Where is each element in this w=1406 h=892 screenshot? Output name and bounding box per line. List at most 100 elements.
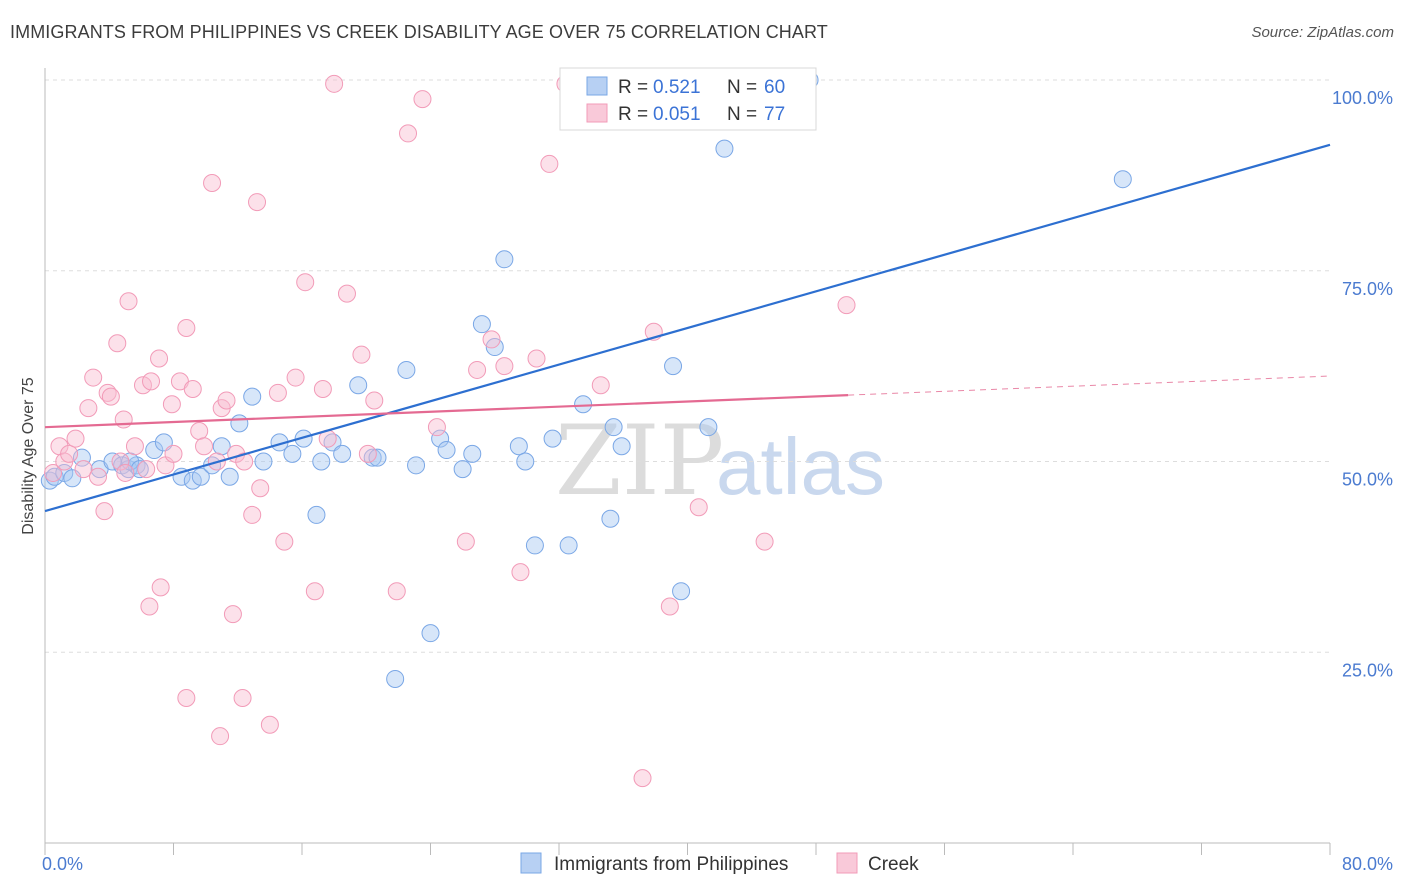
legend-n-value-1: 60: [764, 77, 785, 98]
point-creek: [260, 715, 279, 734]
point-creek: [495, 357, 514, 376]
point-creek: [190, 421, 209, 440]
y-axis-label: Disability Age Over 75: [20, 377, 37, 535]
point-creek: [74, 460, 93, 479]
point-philippines: [230, 414, 249, 433]
point-creek: [305, 582, 324, 601]
point-creek: [125, 437, 144, 456]
point-philippines: [453, 460, 472, 479]
point-creek: [114, 410, 133, 429]
watermark-atlas: atlas: [716, 422, 885, 511]
bottom-legend-swatch-creek: [836, 852, 858, 874]
point-creek: [111, 452, 130, 471]
point-creek: [44, 463, 63, 482]
point-philippines: [574, 395, 593, 414]
point-philippines: [715, 139, 734, 158]
point-creek: [313, 380, 332, 399]
grid-lines: [45, 79, 1330, 653]
bottom-legend-swatch-philippines: [520, 852, 542, 874]
point-creek: [325, 74, 344, 93]
point-creek: [140, 597, 159, 616]
legend-r-value-1: 0.521: [653, 77, 701, 98]
legend-swatch-philippines: [586, 76, 608, 96]
point-creek: [151, 578, 170, 597]
point-creek: [837, 296, 856, 315]
legend-n-label-1: N =: [727, 77, 757, 98]
point-philippines: [407, 456, 426, 475]
point-creek: [286, 368, 305, 387]
point-creek: [468, 360, 487, 379]
point-philippines: [601, 509, 620, 528]
point-philippines: [612, 437, 631, 456]
point-philippines: [145, 441, 164, 460]
point-creek: [235, 452, 254, 471]
point-philippines: [664, 357, 683, 376]
point-philippines: [516, 452, 535, 471]
point-creek: [84, 368, 103, 387]
y-tick-label: 50.0%: [1342, 470, 1393, 490]
point-creek: [352, 345, 371, 364]
point-creek: [243, 505, 262, 524]
point-creek: [95, 502, 114, 521]
point-philippines: [431, 429, 450, 448]
point-creek: [142, 372, 161, 391]
point-creek: [660, 597, 679, 616]
point-creek: [633, 769, 652, 788]
legend-r-value-2: 0.051: [653, 104, 701, 125]
point-philippines: [509, 437, 528, 456]
legend-n-label-2: N =: [727, 104, 757, 125]
point-creek: [296, 273, 315, 292]
point-philippines: [220, 467, 239, 486]
point-philippines: [130, 460, 149, 479]
point-creek: [358, 444, 377, 463]
axes: [44, 68, 1331, 855]
point-philippines: [463, 444, 482, 463]
point-philippines: [368, 448, 387, 467]
point-creek: [137, 460, 156, 479]
point-philippines: [191, 467, 210, 486]
point-creek: [89, 467, 108, 486]
point-creek: [511, 563, 530, 582]
point-creek: [413, 90, 432, 109]
point-philippines: [472, 315, 491, 334]
point-creek: [116, 463, 135, 482]
point-creek: [217, 391, 236, 410]
x-tick-labels: 0.0% 80.0%: [42, 854, 1393, 874]
point-philippines: [386, 669, 405, 688]
legend-r-label-2: R =: [618, 104, 648, 125]
point-creek: [527, 349, 546, 368]
x-tick-label: 80.0%: [1342, 854, 1393, 874]
point-philippines: [1113, 170, 1132, 189]
point-philippines: [495, 250, 514, 269]
point-creek: [79, 399, 98, 418]
source-label: Source: ZipAtlas.com: [1251, 24, 1394, 41]
legend-swatch-creek: [586, 103, 608, 123]
trend-line-creek-extension: [848, 375, 1331, 396]
point-philippines: [254, 452, 273, 471]
point-creek: [66, 429, 85, 448]
point-creek: [248, 193, 267, 212]
y-tick-label: 100.0%: [1332, 88, 1393, 108]
point-philippines: [312, 452, 331, 471]
point-creek: [223, 605, 242, 624]
point-creek: [195, 437, 214, 456]
point-creek: [251, 479, 270, 498]
point-creek: [203, 174, 222, 193]
trend-line-creek: [44, 394, 849, 429]
point-philippines: [604, 418, 623, 437]
point-creek: [387, 582, 406, 601]
point-creek: [108, 334, 127, 353]
point-creek: [591, 376, 610, 395]
point-creek: [365, 391, 384, 410]
legend-n-value-2: 77: [764, 104, 785, 125]
point-creek: [177, 318, 196, 337]
bottom-legend-label-creek: Creek: [868, 854, 919, 875]
point-philippines: [559, 536, 578, 555]
point-creek: [689, 498, 708, 517]
point-philippines: [243, 387, 262, 406]
point-philippines: [543, 429, 562, 448]
point-creek: [399, 124, 418, 143]
y-tick-label: 25.0%: [1342, 660, 1393, 680]
point-philippines: [349, 376, 368, 395]
